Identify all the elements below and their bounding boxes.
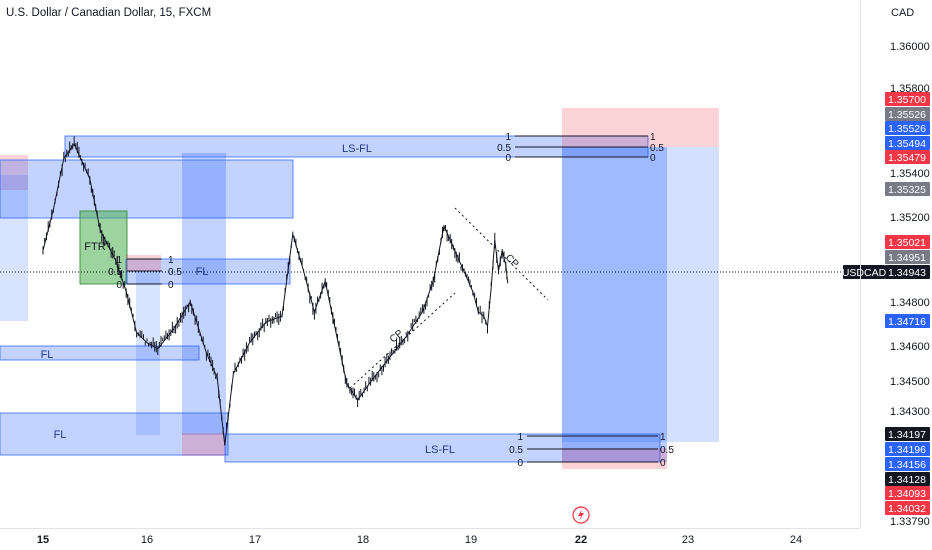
fib-top-label-left-0: 1 bbox=[505, 132, 511, 143]
price-badge-text: 1.34197 bbox=[888, 429, 926, 441]
fib-bottom-label-left-0: 1 bbox=[517, 432, 523, 443]
price-badge bbox=[885, 92, 930, 106]
symbol-badge bbox=[843, 265, 885, 279]
symbol-badge-text: USDCAD bbox=[842, 267, 887, 279]
price-badge-text: 1.35700 bbox=[888, 94, 926, 106]
price-badge bbox=[885, 136, 930, 150]
fib-mid-label-right-1: 0.5 bbox=[168, 267, 182, 278]
blue-target-zone-dark bbox=[562, 147, 667, 462]
price-badge-text: 1.34943 bbox=[888, 267, 926, 279]
fib-top-label-left-1: 0.5 bbox=[497, 143, 511, 154]
price-badge bbox=[885, 150, 930, 164]
red-zone-left bbox=[0, 155, 28, 190]
currency-label: CAD bbox=[891, 7, 915, 19]
zone-label-fl-left: FL bbox=[41, 349, 54, 361]
price-badge bbox=[885, 235, 930, 249]
x-tick-label: 22 bbox=[575, 534, 587, 546]
fib-mid-label-left-0: 1 bbox=[116, 255, 122, 266]
fl-zone-bottom-left bbox=[0, 412, 229, 456]
price-badge-text: 1.34196 bbox=[888, 444, 926, 456]
blue-column-left bbox=[0, 175, 28, 321]
red-target-zone-bottom bbox=[562, 448, 667, 469]
chart-title: U.S. Dollar / Canadian Dollar, 15, FXCM bbox=[6, 7, 212, 19]
x-tick-label: 16 bbox=[141, 534, 153, 546]
x-tick-label: 23 bbox=[682, 534, 694, 546]
price-badge-text: 1.34128 bbox=[888, 474, 926, 486]
y-tick-label: 1.34800 bbox=[890, 297, 930, 309]
price-badge-text: 1.34156 bbox=[888, 459, 926, 471]
price-badge bbox=[885, 250, 930, 264]
y-tick-label: 1.34300 bbox=[890, 406, 930, 418]
price-badge-text: 1.35325 bbox=[888, 184, 926, 196]
x-tick-label: 18 bbox=[357, 534, 369, 546]
blue-target-zone-light bbox=[562, 147, 719, 442]
fib-bottom-label-right-0: 1 bbox=[660, 432, 666, 443]
fib-bottom-label-left-2: 0 bbox=[517, 458, 523, 469]
fib-top-label-left-2: 0 bbox=[505, 153, 511, 164]
fib-bottom-label-right-2: 0 bbox=[660, 458, 666, 469]
fib-mid-label-right-2: 0 bbox=[168, 280, 174, 291]
y-tick-label: 1.34500 bbox=[890, 376, 930, 388]
price-badge bbox=[885, 472, 930, 486]
price-badge-text: 1.35494 bbox=[888, 138, 926, 150]
price-badge bbox=[885, 107, 930, 121]
price-axis-divider bbox=[860, 0, 861, 528]
zone-label-fl-bottom: FL bbox=[54, 429, 67, 441]
price-badge-text: 1.35526 bbox=[888, 109, 926, 121]
lightning-icon bbox=[578, 509, 584, 521]
red-zone-bottom bbox=[182, 433, 226, 456]
x-tick-label: 24 bbox=[790, 534, 802, 546]
y-tick-label: 1.33790 bbox=[890, 516, 930, 528]
price-badge-text: 1.35021 bbox=[888, 237, 926, 249]
price-badge-text: 1.34716 bbox=[888, 316, 926, 328]
price-badge bbox=[885, 442, 930, 456]
price-badge bbox=[885, 314, 930, 328]
y-tick-label: 1.35400 bbox=[890, 168, 930, 180]
red-zone-mid bbox=[126, 255, 161, 271]
price-badge bbox=[885, 121, 930, 135]
x-tick-label: 17 bbox=[249, 534, 261, 546]
price-badge bbox=[885, 501, 930, 515]
zone-label-ls-fl-top: LS-FL bbox=[342, 143, 372, 155]
zone-label-ls-fl-bottom: LS-FL bbox=[425, 444, 455, 456]
fib-top-label-right-1: 0.5 bbox=[650, 143, 664, 154]
x-tick-label: 19 bbox=[465, 534, 477, 546]
zone-label-ftr: FTR bbox=[84, 241, 105, 253]
fib-top-label-right-2: 0 bbox=[650, 153, 656, 164]
fib-bottom-label-left-1: 0.5 bbox=[509, 445, 523, 456]
price-badge bbox=[885, 265, 930, 279]
price-badge bbox=[885, 457, 930, 471]
y-tick-label: 1.36000 bbox=[890, 41, 930, 53]
cp-trendline-up bbox=[349, 292, 456, 389]
price-badge-text: 1.35479 bbox=[888, 152, 926, 164]
blue-column-mid bbox=[136, 271, 160, 435]
price-badge-text: 1.34951 bbox=[888, 252, 926, 264]
price-badge bbox=[885, 486, 930, 500]
fib-mid-label-left-2: 0 bbox=[116, 280, 122, 291]
cp-trendline-down bbox=[454, 207, 549, 301]
fib-mid-label-right-0: 1 bbox=[168, 255, 174, 266]
time-axis-divider bbox=[0, 528, 860, 529]
ls-fl-zone-bottom bbox=[224, 433, 661, 463]
red-target-zone-top bbox=[562, 108, 719, 147]
blue-zone-top-left bbox=[0, 159, 294, 219]
y-tick-label: 1.34600 bbox=[890, 341, 930, 353]
fib-bottom-label-right-1: 0.5 bbox=[660, 445, 674, 456]
price-badge-text: 1.35526 bbox=[888, 123, 926, 135]
price-badge-text: 1.34093 bbox=[888, 488, 926, 500]
price-badge bbox=[885, 427, 930, 441]
price-badge bbox=[885, 182, 930, 196]
fl-zone-left bbox=[0, 345, 200, 361]
fib-mid-label-left-1: 0.5 bbox=[108, 267, 122, 278]
y-tick-label: 1.35200 bbox=[890, 212, 930, 224]
x-tick-label: 15 bbox=[37, 534, 49, 546]
fib-top-label-right-0: 1 bbox=[650, 132, 656, 143]
price-badge-text: 1.34032 bbox=[888, 503, 926, 515]
price-line bbox=[42, 143, 509, 446]
